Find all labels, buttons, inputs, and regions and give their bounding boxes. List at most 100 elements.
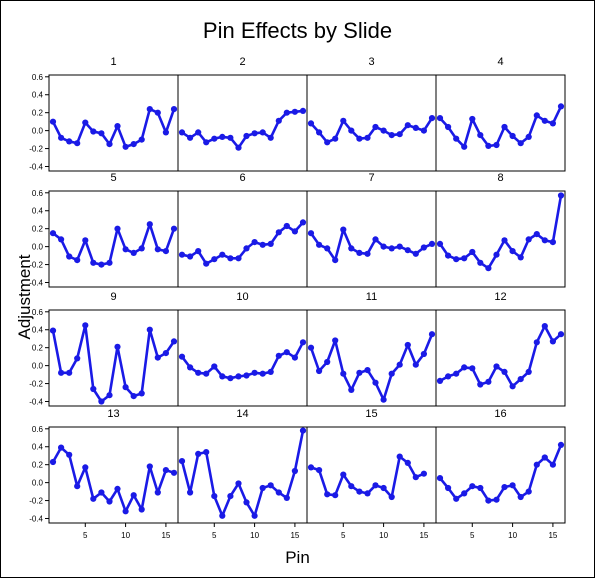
data-point [291, 354, 298, 361]
data-point [356, 135, 363, 142]
data-point [138, 136, 145, 143]
x-tick-label: 15 [548, 531, 557, 540]
data-point [195, 450, 202, 457]
y-tick-label: 0.2 [32, 109, 44, 118]
data-point [219, 512, 226, 519]
y-tick-label: 0.0 [32, 127, 44, 136]
y-tick-label: 0.0 [32, 479, 44, 488]
panel-label: 3 [368, 56, 374, 68]
data-point [114, 343, 121, 350]
data-point [211, 363, 218, 370]
data-point [372, 379, 379, 386]
data-point [445, 252, 452, 259]
data-point [541, 117, 548, 124]
data-point [453, 256, 460, 263]
data-point [235, 144, 242, 151]
series-line [180, 341, 305, 380]
data-point [90, 495, 97, 502]
y-tick-label: 0.6 [32, 425, 44, 434]
data-point [162, 467, 169, 474]
data-point [122, 246, 129, 253]
data-point [332, 257, 339, 264]
data-point [340, 370, 347, 377]
data-point [130, 393, 137, 400]
data-point [267, 368, 274, 375]
y-tick-label: 0.2 [32, 461, 44, 470]
data-point [98, 261, 105, 268]
panel-15: 15 5 10 15 [306, 408, 437, 540]
y-tick-label: -0.4 [29, 163, 43, 172]
data-point [178, 353, 186, 360]
data-point [356, 488, 363, 495]
x-tick-label: 10 [379, 531, 388, 540]
data-point [412, 474, 419, 481]
panel-frame [435, 74, 566, 172]
data-point [340, 117, 347, 124]
data-point [332, 135, 339, 142]
data-point [275, 117, 282, 124]
data-point [106, 392, 113, 399]
data-point [493, 496, 500, 503]
data-point [203, 449, 210, 456]
panel-frame [48, 74, 179, 172]
data-point [485, 378, 492, 385]
data-point [517, 140, 524, 147]
x-tick-label: 5 [83, 531, 88, 540]
data-point [162, 248, 169, 255]
data-point [170, 338, 178, 345]
panel-13: 13 -0.4 -0.2 0.0 0.2 0.4 0.6 5 10 15 [29, 408, 179, 540]
x-tick-label: 5 [341, 531, 346, 540]
data-point [243, 372, 250, 379]
data-point [291, 108, 298, 115]
y-tick-label: 0.6 [32, 308, 44, 317]
panel-label: 9 [110, 291, 116, 303]
panel-frame [435, 190, 566, 288]
panel-frame [177, 426, 308, 524]
data-point [66, 138, 73, 145]
data-point [380, 484, 387, 492]
data-point [122, 384, 129, 391]
data-point [316, 241, 323, 248]
y-tick-label: -0.2 [29, 497, 43, 506]
series-line [309, 228, 433, 262]
data-point [187, 253, 194, 260]
x-tick-label: 15 [161, 531, 170, 540]
data-point [541, 237, 548, 244]
data-point [380, 396, 387, 403]
data-point [388, 370, 395, 377]
data-point [453, 135, 460, 142]
data-point [146, 106, 153, 113]
data-point [557, 192, 565, 199]
data-point [461, 143, 468, 150]
data-point [235, 255, 242, 262]
series-line [438, 195, 563, 270]
data-point [348, 245, 355, 252]
data-point [525, 488, 532, 495]
panel-2: 2 [177, 56, 308, 172]
data-point [203, 370, 210, 377]
series-line [439, 105, 563, 149]
data-point [227, 255, 234, 262]
x-axis-label: Pin [285, 548, 310, 567]
data-point [420, 470, 427, 477]
panel-label: 12 [494, 291, 506, 303]
data-point [404, 122, 411, 129]
data-point [557, 441, 565, 448]
data-point [251, 130, 258, 137]
data-point [404, 247, 411, 254]
data-point [243, 132, 250, 140]
data-point [90, 385, 97, 393]
y-tick-label: -0.4 [29, 515, 43, 524]
data-point [485, 142, 492, 149]
data-point [74, 355, 81, 362]
data-point [203, 260, 210, 267]
data-point [388, 132, 395, 139]
data-point [324, 245, 331, 252]
data-point [154, 109, 161, 116]
panel-label: 8 [497, 172, 503, 184]
y-tick-label: -0.4 [29, 279, 43, 288]
panel-frame [177, 309, 308, 407]
data-point [154, 246, 161, 253]
y-tick-label: -0.2 [29, 145, 43, 154]
